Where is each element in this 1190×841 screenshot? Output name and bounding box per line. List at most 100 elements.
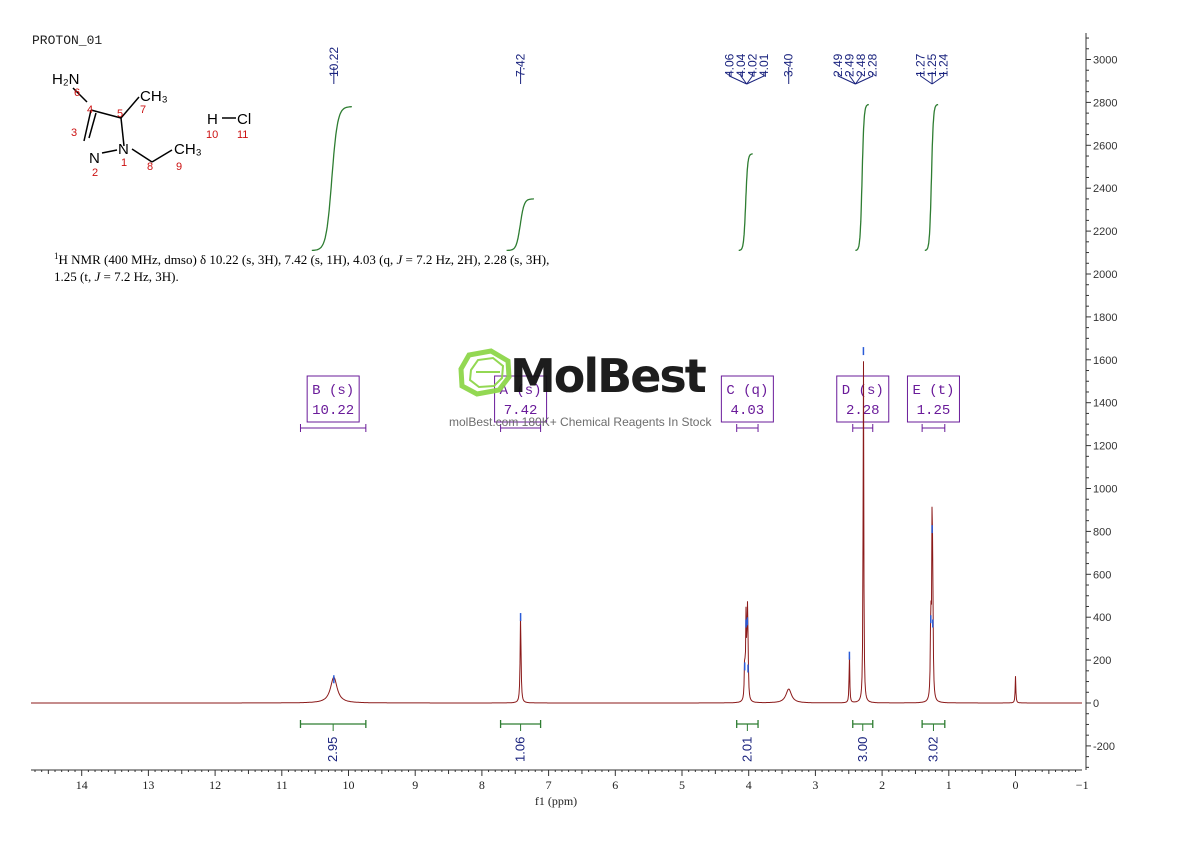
atom-number: 7 [140,104,146,116]
atom-number: 6 [74,87,80,99]
integral-curves [311,103,939,252]
multiplet-annotation: C (q) 4.03 [720,375,774,432]
nmr-summary-line-1: 1H NMR (400 MHz, dmso) δ 10.22 (s, 3H), … [54,251,549,267]
hcl-h-label: H [207,111,218,128]
peak-label: 1.27 [914,53,928,77]
multiplet-shift: 4.03 [731,403,765,419]
bond-c5-n1 [120,117,125,147]
x-tick-label: 6 [612,778,618,792]
multiplet-box [836,375,890,423]
atom-number: 1 [121,157,127,169]
x-tick-label: 2 [879,778,885,792]
y-tick-label: -200 [1093,741,1115,753]
integral-annotation: 2.01 [736,720,759,762]
multiplet-letter: B (s) [312,383,354,399]
peak-label: 4.02 [745,53,759,77]
y-tick-label: 1800 [1093,312,1117,324]
x-tick-label: 9 [412,778,418,792]
peak-tips [333,347,934,684]
atom-number: 5 [117,108,123,120]
peak-label: 2.49 [843,53,857,77]
atom-number: 2 [92,167,98,179]
x-tick-label: 0 [1013,778,1019,792]
y-tick-label: 2000 [1093,269,1117,281]
peak-label-connector [837,72,856,85]
peak-label: 1.24 [937,53,951,77]
y-tick-label: 200 [1093,655,1111,667]
peak-label-connector [728,72,747,85]
y-tick-label: 1600 [1093,355,1117,367]
nh2-label: H₂N [52,71,80,88]
peak-label: 7.42 [514,53,528,77]
bond-n1-c8 [131,148,153,163]
multiplet-shift: 1.25 [917,403,951,419]
x-tick-label: −1 [1076,778,1089,792]
y-tick-label: 1000 [1093,484,1117,496]
multiplet-shift: 2.28 [846,403,880,419]
peak-label-connector [849,72,856,85]
spectrum-title: PROTON_01 [32,33,102,48]
y-tick-label: 2600 [1093,140,1117,152]
ch3-top-label: CH₃ [140,88,168,105]
nmr-summary-line-2: 1.25 (t, J = 7.2 Hz, 3H). [54,269,179,284]
bond-c8-c9 [151,149,173,163]
multiplet-box [906,375,960,423]
integral-value: 3.02 [926,737,941,762]
y-tick-label: 600 [1093,569,1111,581]
multiplet-shift: 7.42 [504,403,538,419]
x-tick-label: 4 [746,778,752,792]
integral-curve [311,106,352,252]
peak-label: 10.22 [327,47,341,77]
ch3-right-label: CH₃ [174,141,202,158]
integral-annotation: 2.95 [299,720,367,762]
x-tick-label: 3 [812,778,818,792]
multiplet-annotation: A (s) 7.42 [494,375,548,432]
x-axis-label: f1 (ppm) [535,794,577,808]
y-axis: 3000280026002400220020001800160014001200… [1085,33,1117,770]
integral-curve [506,198,534,252]
spectrum-line [31,361,1082,704]
peak-label: 2.28 [866,53,880,77]
peak-label-connector [920,72,933,85]
nmr-summary: 1H NMR (400 MHz, dmso) δ 10.22 (s, 3H), … [54,251,549,284]
x-tick-label: 5 [679,778,685,792]
x-tick-label: 12 [209,778,221,792]
atom-number: 4 [87,104,93,116]
integral-annotation: 3.00 [852,720,874,762]
integral-curve [924,103,939,252]
peak-label: 4.04 [734,53,748,77]
atom-number: 3 [71,127,77,139]
y-tick-label: 0 [1093,698,1099,710]
watermark-brand: MolBest [510,349,706,403]
y-tick-label: 3000 [1093,55,1117,67]
y-tick-label: 400 [1093,612,1111,624]
x-tick-label: 14 [76,778,88,792]
bond-c4-c3-double [88,112,97,139]
peak-labels: 10.22 7.42 4.064.044.024.01 3.40 2.492.492.4… [327,47,951,85]
x-tick-label: 1 [946,778,952,792]
peak-label: 4.06 [722,53,736,77]
y-tick-label: 2400 [1093,183,1117,195]
peak-label: 1.25 [925,53,939,77]
n1-label: N [118,141,129,158]
multiplet-letter: C (q) [726,383,768,399]
peak-label-connector [855,72,874,85]
peak-label: 3.40 [782,53,796,77]
atom-number: 9 [176,161,182,173]
x-tick-label: 13 [142,778,154,792]
multiplet-shift: 10.22 [312,403,354,419]
multiplet-box [306,375,360,423]
multiplet-annotation: B (s) 10.22 [299,375,367,432]
molbest-logo-icon [458,348,512,397]
peak-label: 2.48 [854,53,868,77]
integral-value: 1.06 [513,737,528,762]
atom-numbers: 6 4 7 5 3 1 8 9 2 10 11 [71,87,248,179]
integral-annotation: 1.06 [499,720,542,762]
chemical-structure: H₂N CH₃ N N CH₃ H Cl 6 4 7 5 3 1 8 9 2 1… [52,71,251,179]
multiplet-annotation: E (t) 1.25 [906,375,960,432]
hcl-cl-label: Cl [237,111,251,128]
n2-label: N [89,150,100,167]
y-tick-label: 1400 [1093,398,1117,410]
multiplet-letter: E (t) [912,383,954,399]
